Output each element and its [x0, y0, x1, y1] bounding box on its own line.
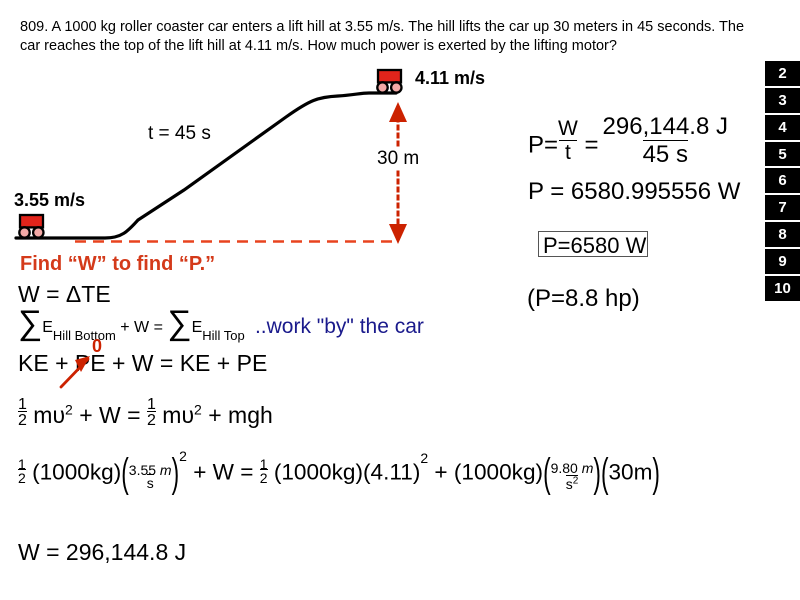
svg-text:0: 0 — [92, 336, 102, 356]
